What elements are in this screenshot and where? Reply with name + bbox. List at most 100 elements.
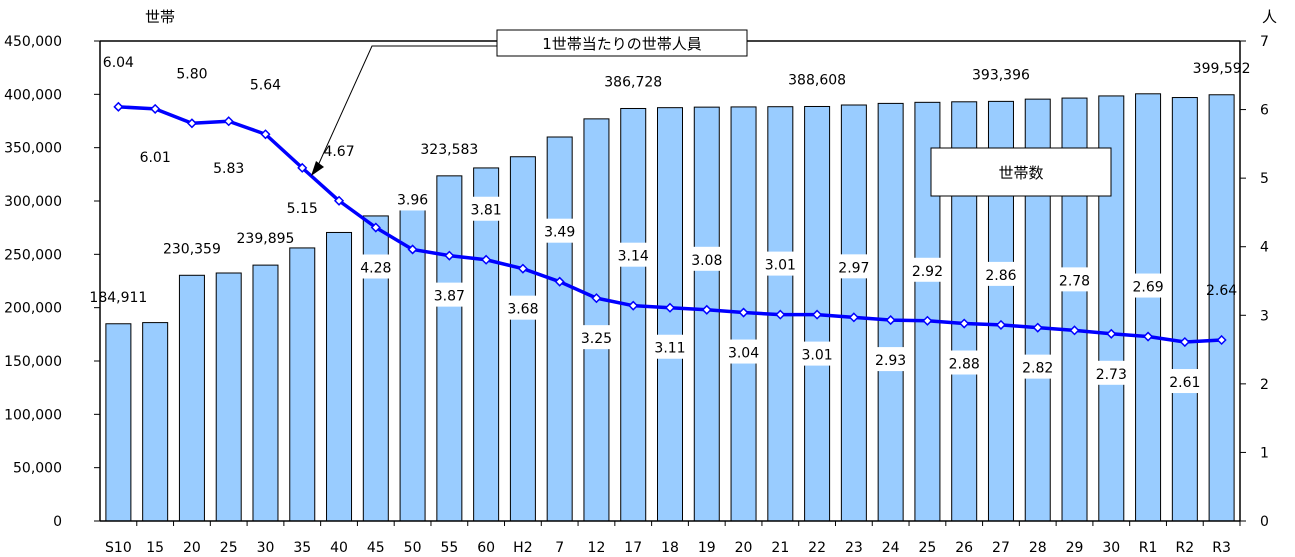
line-value-label: 2.64: [1206, 283, 1237, 299]
line-value-box: [981, 261, 1020, 286]
line-value-label: 2.82: [1022, 361, 1053, 377]
x-tick-label: 60: [477, 540, 495, 556]
line-value-label: 6.04: [103, 55, 134, 71]
line-point: [628, 300, 639, 311]
axes: 0 50,000 100,000 150,000 200,000 250,000 300,0…: [4, 34, 1269, 556]
line-point: [1216, 334, 1227, 346]
x-tick-label: 20: [183, 540, 201, 556]
x-tick-label: 29: [1066, 540, 1084, 556]
x-tick-label: 23: [845, 540, 863, 556]
line-value-label: 2.61: [1169, 375, 1200, 391]
line-point: [1179, 336, 1190, 348]
line-value-label: 4.67: [323, 144, 354, 160]
x-tick-label: 19: [698, 540, 716, 556]
line-point: [591, 293, 602, 304]
line-value-box: [1055, 267, 1094, 292]
x-tick-label: 25: [919, 540, 937, 556]
right-tick-label: 5: [1260, 171, 1269, 187]
line-value-box: [1018, 354, 1057, 379]
bar: [399, 191, 426, 522]
line-value-box: [798, 341, 837, 366]
line-value-box: [614, 242, 653, 267]
x-tick-label: 22: [808, 540, 826, 556]
x-tick-label: 7: [555, 540, 564, 556]
legend-box: [930, 147, 1112, 197]
line-value-box: [761, 251, 800, 276]
line-value-box: [871, 347, 910, 372]
line-point: [848, 312, 859, 323]
x-tick-label: R3: [1212, 540, 1231, 556]
line-point: [260, 129, 271, 140]
x-tick-label: 45: [367, 540, 385, 556]
line-point: [407, 244, 418, 255]
x-tick-label: 24: [882, 540, 900, 556]
right-tick-label: 0: [1260, 514, 1269, 530]
bar: [1171, 97, 1198, 522]
bar: [473, 167, 500, 522]
line-point: [885, 315, 896, 326]
right-axis-unit: 人: [1262, 8, 1277, 26]
x-tick-label: 26: [955, 540, 973, 556]
line-value-label: 5.64: [250, 77, 281, 93]
line-value-box: [908, 257, 947, 282]
bar: [326, 231, 353, 522]
bar-value-label: 323,583: [420, 142, 478, 158]
bar: [142, 322, 169, 522]
bar: [1135, 93, 1162, 522]
bar-value-label: 239,895: [237, 231, 295, 247]
line-point: [150, 103, 161, 114]
x-tick-label: 27: [992, 540, 1010, 556]
x-tick-label: 12: [588, 540, 606, 556]
line-value-label: 3.14: [618, 249, 649, 265]
left-tick-label: 200,000: [4, 301, 62, 317]
left-tick-label: 100,000: [4, 407, 62, 423]
right-tick-label: 2: [1260, 377, 1269, 393]
bar-value-label: 388,608: [788, 72, 846, 88]
x-tick-label: 15: [146, 540, 164, 556]
bar-value-label: 386,728: [604, 74, 662, 90]
left-tick-label: 300,000: [4, 194, 62, 210]
line-value-box: [945, 350, 984, 375]
x-tick-label: 25: [220, 540, 238, 556]
bar: [583, 118, 610, 522]
x-tick-label: 35: [293, 540, 311, 556]
right-tick-label: 7: [1260, 34, 1269, 50]
line-point: [517, 263, 528, 274]
legend-label: 世帯数: [998, 164, 1043, 182]
x-tick-label: S10: [105, 540, 132, 556]
bar: [436, 175, 463, 522]
bar: [546, 136, 573, 522]
line-value-label: 4.28: [360, 261, 391, 277]
line-point: [297, 162, 308, 173]
line-point: [1032, 322, 1043, 333]
left-tick-label: 50,000: [13, 461, 62, 477]
line-value-label: 3.81: [471, 203, 502, 219]
line-point: [370, 222, 381, 233]
line-value-label: 3.96: [397, 192, 428, 208]
line-point: [1106, 328, 1117, 339]
line-value-label: 3.68: [507, 302, 538, 318]
line-value-box: [467, 196, 506, 221]
x-tick-label: R2: [1176, 540, 1195, 556]
line-value-box: [430, 282, 469, 307]
bar: [289, 247, 316, 522]
bar: [877, 102, 904, 522]
line-value-label: 3.49: [544, 225, 575, 241]
x-tick-label: R1: [1139, 540, 1158, 556]
line-value-label: 2.93: [875, 353, 906, 369]
data-labels: 184,911 230,359 239,895 323,583 386,728 388,6…: [89, 55, 1251, 394]
x-tick-label: H2: [513, 540, 532, 556]
line-value-label: 5.83: [213, 161, 244, 177]
line-point: [186, 118, 197, 129]
bar: [215, 272, 242, 522]
line-value-label: 6.01: [140, 150, 171, 166]
line-point: [922, 315, 933, 326]
line-point: [738, 307, 749, 318]
line-point: [444, 250, 455, 261]
right-tick-label: 4: [1260, 240, 1269, 256]
line-value-label: 5.80: [176, 66, 207, 82]
x-tick-label: 40: [330, 540, 348, 556]
line-value-box: [1165, 369, 1204, 394]
line-value-label: 3.01: [765, 258, 796, 274]
